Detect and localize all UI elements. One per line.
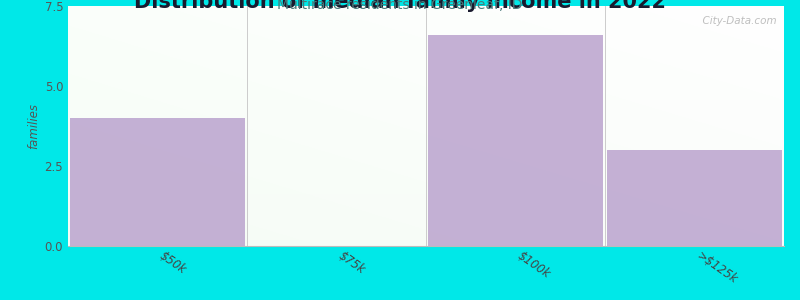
Bar	[428, 35, 603, 246]
Bar	[70, 118, 246, 246]
Text: Distribution of median family income in 2022: Distribution of median family income in …	[134, 0, 666, 12]
Y-axis label: families: families	[27, 103, 40, 149]
Text: Multirace residents in Greenleaf, ID: Multirace residents in Greenleaf, ID	[278, 0, 522, 12]
Bar	[606, 150, 782, 246]
Text: City-Data.com: City-Data.com	[696, 16, 777, 26]
